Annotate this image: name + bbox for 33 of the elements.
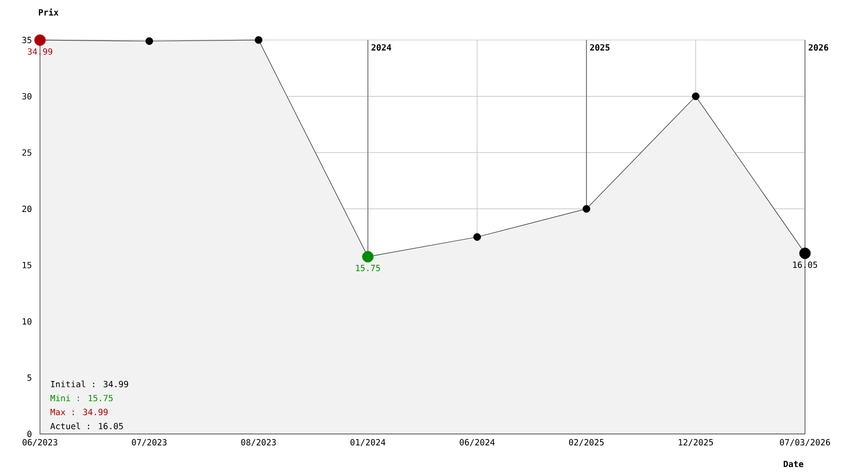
y-tick-label: 25 — [22, 149, 32, 156]
y-tick-label: 30 — [22, 93, 32, 100]
ref-line-label: 2025 — [590, 44, 610, 51]
annotation: Actuel : 16.05 — [50, 422, 123, 430]
x-tick-label: 06/2023 — [22, 439, 58, 446]
y-tick-label: 5 — [27, 374, 32, 381]
x-tick-label: 01/2024 — [350, 439, 386, 446]
point — [145, 37, 154, 45]
ref-line-label: 2024 — [372, 44, 392, 51]
point — [254, 36, 262, 44]
data-label: 16.05 — [793, 262, 818, 268]
x-tick-label: 12/2025 — [678, 439, 713, 446]
y-tick-label: 15 — [22, 262, 32, 268]
y-tick-label: 0 — [27, 430, 32, 438]
y-tick-label: 35 — [22, 36, 32, 44]
ref-line-label: 2026 — [808, 44, 828, 51]
data-label: 34.99 — [28, 48, 52, 55]
annotation: Max : 34.99 — [50, 408, 108, 416]
x-tick-label: 07/03/2026 — [780, 439, 830, 446]
point — [582, 205, 590, 213]
y-tick-label: 20 — [22, 206, 32, 212]
point — [473, 233, 481, 241]
x-tick-label: 07/2023 — [132, 439, 167, 446]
point — [692, 92, 700, 100]
y-axis-title: Prix — [38, 8, 58, 16]
y-tick-label: 10 — [22, 318, 32, 325]
x-tick-label: 08/2023 — [241, 439, 276, 446]
annotation: Mini : 15.75 — [50, 394, 113, 402]
x-axis-title: Date — [784, 460, 804, 468]
x-tick-label: 02/2025 — [569, 439, 604, 446]
x-tick-label: 06/2024 — [460, 439, 495, 446]
data-label: 15.75 — [356, 264, 380, 272]
annotation: Initial : 34.99 — [51, 380, 128, 388]
